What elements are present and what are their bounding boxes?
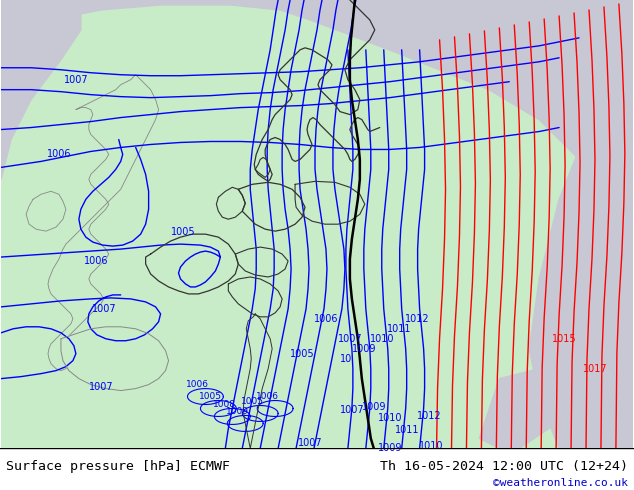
Text: 1007: 1007 [91,304,116,314]
Text: 1010: 1010 [419,441,444,451]
Text: 1006: 1006 [314,314,338,324]
Polygon shape [146,234,238,294]
Text: 1017: 1017 [583,364,607,374]
Text: 1009: 1009 [226,407,249,416]
Text: 1007: 1007 [340,406,364,416]
Text: 1005: 1005 [171,227,196,237]
Text: 1012: 1012 [417,412,442,421]
Text: ©weatheronline.co.uk: ©weatheronline.co.uk [493,478,628,488]
Text: Th 16-05-2024 12:00 UTC (12+24): Th 16-05-2024 12:00 UTC (12+24) [380,460,628,473]
Polygon shape [1,0,81,179]
Text: 1005: 1005 [290,349,314,359]
Polygon shape [243,314,272,448]
Text: 1007: 1007 [63,74,88,85]
Text: 1008: 1008 [213,400,236,409]
Polygon shape [235,247,288,277]
Text: 1009: 1009 [361,401,386,412]
Polygon shape [295,181,365,224]
Polygon shape [529,0,633,448]
Polygon shape [350,0,633,199]
Text: 1005: 1005 [199,392,222,401]
Text: 1012: 1012 [405,314,430,324]
Text: 1006: 1006 [84,256,108,266]
Polygon shape [1,0,633,129]
Polygon shape [26,191,66,231]
Polygon shape [48,75,158,370]
Text: 1006: 1006 [256,392,279,401]
Text: 1007: 1007 [298,439,322,448]
Text: 1009: 1009 [352,343,376,354]
Text: 10: 10 [340,354,352,364]
Polygon shape [61,327,169,391]
Text: 1010: 1010 [377,414,402,423]
Text: 1006: 1006 [47,149,71,159]
Text: 1010: 1010 [370,334,394,344]
Polygon shape [228,277,282,317]
Text: 1006: 1006 [186,380,209,389]
Text: 1015: 1015 [552,334,576,344]
Text: 1011: 1011 [396,425,420,436]
Polygon shape [256,157,270,177]
Text: 1007: 1007 [337,334,362,344]
Text: 1005: 1005 [241,397,264,406]
Text: 1009: 1009 [377,443,402,453]
Polygon shape [479,368,559,448]
Text: 1011: 1011 [387,324,412,334]
Polygon shape [238,182,305,231]
Text: Surface pressure [hPa] ECMWF: Surface pressure [hPa] ECMWF [6,460,230,473]
Text: 1007: 1007 [89,382,113,392]
Polygon shape [216,187,245,219]
